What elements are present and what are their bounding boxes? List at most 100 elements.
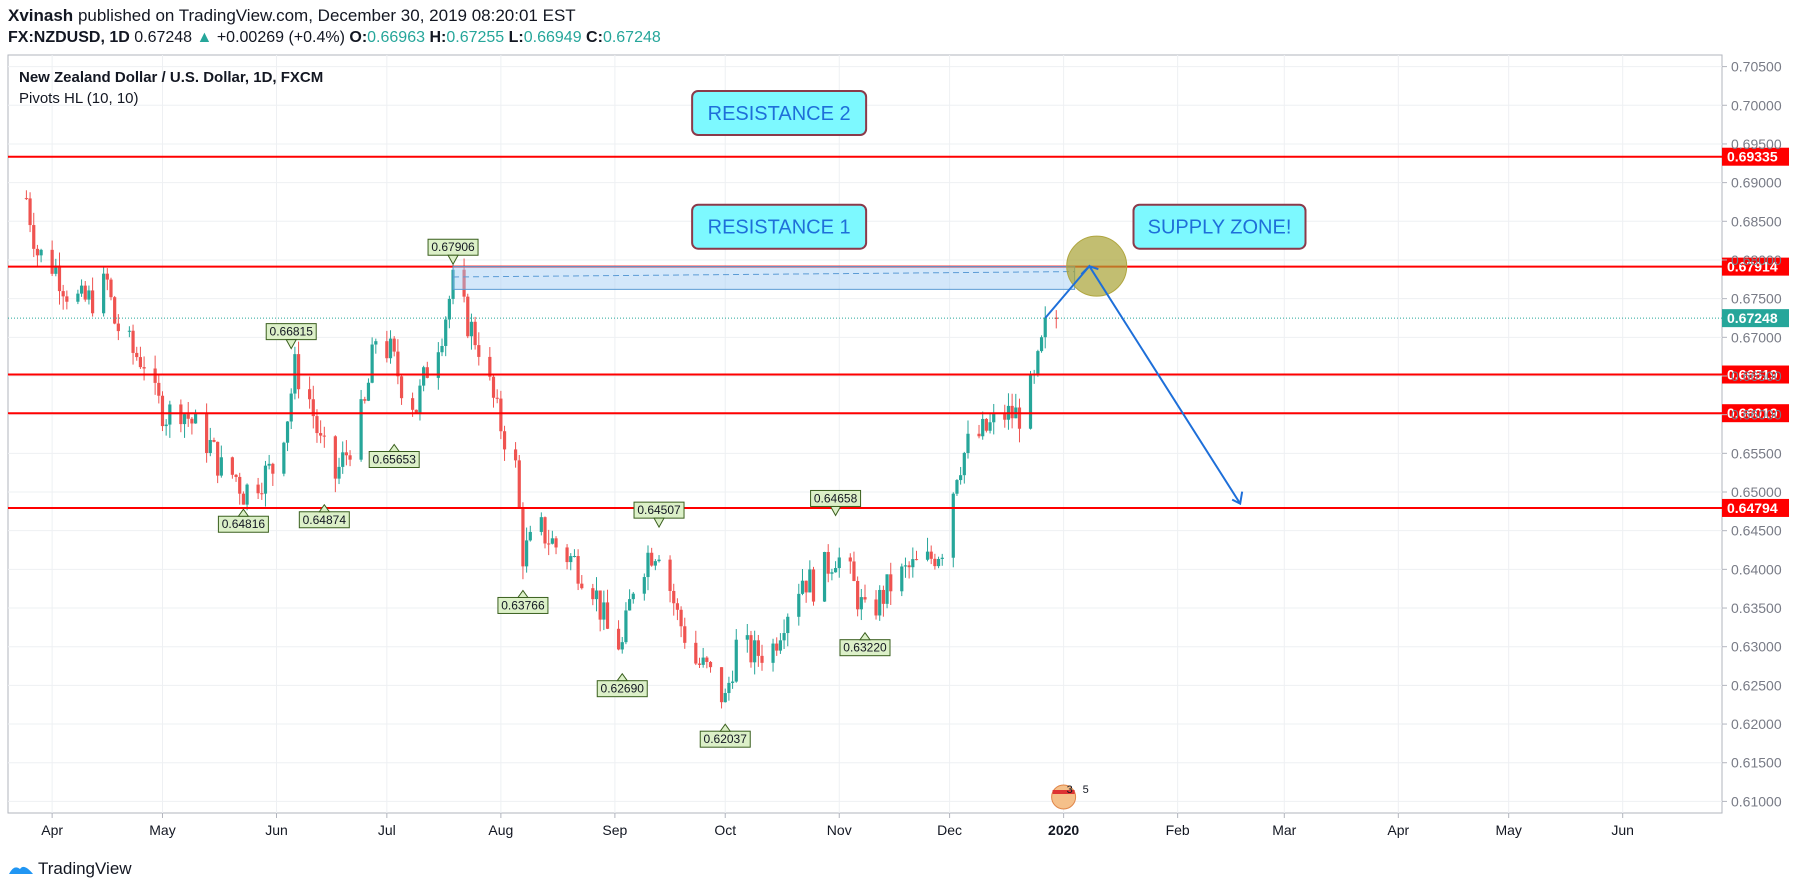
candle-body xyxy=(911,559,915,568)
candle-body xyxy=(705,657,709,662)
candle-body xyxy=(308,389,312,400)
annotation-text: SUPPLY ZONE! xyxy=(1148,217,1292,239)
candle-body xyxy=(168,404,172,425)
candle-body xyxy=(657,559,661,562)
candle-body xyxy=(631,593,635,600)
projection-arrow[interactable] xyxy=(1044,264,1242,505)
y-tick-label: 0.63500 xyxy=(1731,600,1782,616)
candle-body xyxy=(186,414,190,419)
candle-body xyxy=(113,297,117,324)
annotation-box[interactable]: RESISTANCE 1 xyxy=(691,203,868,250)
open-value: 0.66963 xyxy=(367,29,425,46)
candle-body xyxy=(822,552,827,602)
brand-footer[interactable]: TradingView xyxy=(8,859,132,879)
candle-body xyxy=(1003,413,1007,420)
candle-body xyxy=(745,635,749,640)
tradingview-logo-icon xyxy=(9,866,33,874)
candle-body xyxy=(808,569,812,593)
candle-body xyxy=(782,633,786,641)
candles-layer xyxy=(24,190,1058,709)
supply-zone-midline xyxy=(453,271,1075,278)
high-label: H: xyxy=(429,29,447,46)
candle-body xyxy=(797,593,801,617)
candle-body xyxy=(32,225,36,249)
candle-body xyxy=(528,531,532,541)
candle-body xyxy=(988,422,992,431)
x-tick-label: Feb xyxy=(1166,822,1190,838)
annotation-box[interactable]: RESISTANCE 2 xyxy=(691,90,868,137)
price-change: +0.00269 (+0.4%) xyxy=(216,29,345,46)
level-price-label: 0.66019 xyxy=(1727,405,1778,421)
candle-body xyxy=(628,599,632,611)
grid xyxy=(8,55,1722,813)
candle-body xyxy=(153,368,157,383)
candle-body xyxy=(620,642,624,650)
candle-body xyxy=(267,463,271,466)
candle-body xyxy=(580,583,584,589)
candle-body xyxy=(212,440,216,442)
supply-zone-rectangle[interactable] xyxy=(452,266,1076,290)
candle-body xyxy=(296,354,301,390)
candle-body xyxy=(569,556,573,563)
level-price-tag xyxy=(1722,365,1789,384)
pivot-marker: 0.65653 xyxy=(368,443,420,469)
pivot-pointer xyxy=(719,723,732,732)
candle-body xyxy=(245,484,249,505)
supply-zone-circle[interactable] xyxy=(1066,235,1128,297)
candle-body xyxy=(550,538,554,544)
y-tick-label: 0.70500 xyxy=(1731,59,1782,75)
candle-body xyxy=(102,273,106,314)
candle-body xyxy=(727,682,731,694)
last-price-label: 0.67248 xyxy=(1727,310,1778,326)
candle-body xyxy=(837,557,841,569)
candle-body xyxy=(576,556,580,584)
candle-body xyxy=(565,547,569,563)
candle-body xyxy=(811,569,816,602)
ohlc-line: FX:NZDUSD, 1D 0.67248 ▲ +0.00269 (+0.4%)… xyxy=(8,29,661,47)
y-tick-label: 0.67500 xyxy=(1731,291,1782,307)
last-price-tag xyxy=(1722,309,1789,328)
drawings-layer: RESISTANCE 2 RESISTANCE 1 SUPPLY ZONE! 3 5 xyxy=(452,90,1307,810)
pivot-marker: 0.63220 xyxy=(839,631,891,657)
x-tick-label: Apr xyxy=(1387,822,1409,838)
candle-body xyxy=(410,398,415,410)
pivot-marker: 0.63766 xyxy=(497,589,549,614)
candle-body xyxy=(79,285,84,294)
candle-body xyxy=(830,572,834,574)
y-tick-label: 0.68500 xyxy=(1731,213,1782,229)
candle-body xyxy=(271,463,275,474)
candle-body xyxy=(109,279,113,298)
arrow-head-down xyxy=(1231,491,1244,506)
candle-body xyxy=(466,296,470,337)
candle-body xyxy=(955,480,959,494)
publish-info: Xvinash published on TradingView.com, De… xyxy=(8,6,576,26)
candle-body xyxy=(605,602,610,629)
annotation-box[interactable]: SUPPLY ZONE! xyxy=(1132,203,1307,250)
candle-body xyxy=(436,352,440,378)
candle-body xyxy=(234,474,238,477)
candle-body xyxy=(491,376,496,398)
author-name[interactable]: Xvinash xyxy=(8,6,74,25)
candle-body xyxy=(723,693,727,703)
candle-body xyxy=(35,248,40,256)
candle-body xyxy=(591,588,595,600)
candle-body xyxy=(517,460,521,508)
high-value: 0.67255 xyxy=(446,29,505,46)
level-price-tag xyxy=(1722,257,1789,276)
pivot-marker: 0.62037 xyxy=(699,723,751,748)
time-axis[interactable]: Apr May Jun Jul Aug Sep Oct Nov Dec 2020 Feb Mar Apr… xyxy=(41,813,1634,838)
candle-body xyxy=(602,602,606,620)
candle-body xyxy=(414,409,418,413)
candle-body xyxy=(977,433,981,437)
candle-body xyxy=(348,455,352,460)
pivot-pointer xyxy=(829,505,842,517)
price-axis[interactable]: 0.70500 0.70000 0.69500 0.69000 0.68500 0.680… xyxy=(1722,59,1782,810)
candle-body xyxy=(778,640,783,651)
candle-body xyxy=(959,475,963,481)
candle-body xyxy=(878,589,882,616)
candle-body xyxy=(914,559,919,561)
candle-body xyxy=(513,449,518,461)
candle-body xyxy=(521,507,525,567)
